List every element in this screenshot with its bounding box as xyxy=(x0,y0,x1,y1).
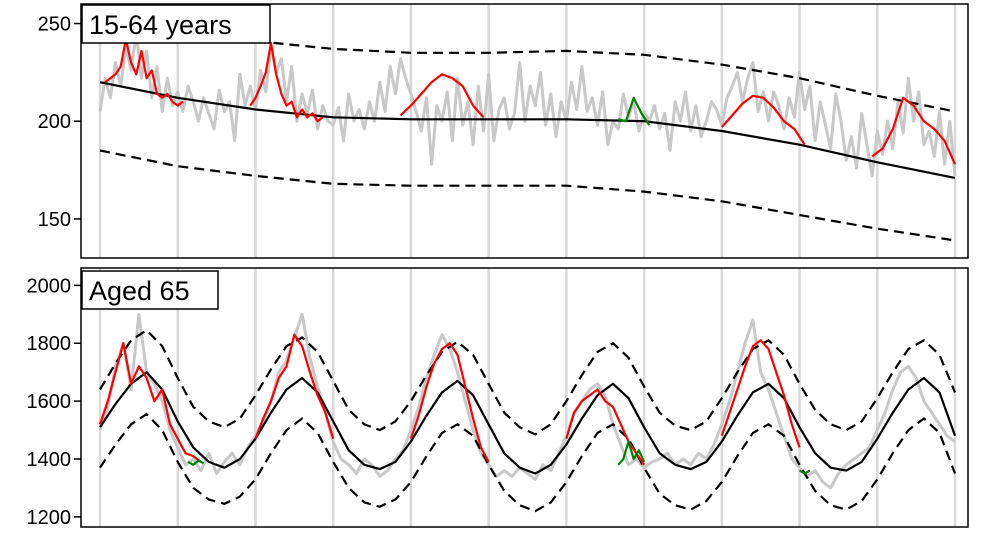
panel-label-aged-65: Aged 65 xyxy=(89,276,190,306)
lower-bound-line xyxy=(99,149,956,242)
lower-bound-line xyxy=(99,412,957,513)
excess-segment-line xyxy=(104,38,184,107)
excess-segment-line xyxy=(249,41,324,123)
plot-background xyxy=(81,4,968,258)
deficit-segment-line xyxy=(798,469,811,475)
excess-segment-line xyxy=(98,342,202,463)
y-tick-label: 150 xyxy=(38,209,71,231)
deficit-segment-line xyxy=(617,96,651,126)
baseline-line xyxy=(99,371,957,475)
observed-series-line xyxy=(98,31,957,178)
excess-segment-line xyxy=(720,94,806,146)
y-tick-label: 1200 xyxy=(27,507,72,529)
y-tick-label: 1600 xyxy=(27,391,72,413)
panel-label-15-64-years: 15-64 years xyxy=(89,10,232,40)
excess-segment-line xyxy=(871,96,957,165)
panel-aged-65: 1200 1400 1600 1800 2000 xyxy=(27,267,969,529)
deficit-segment-line xyxy=(187,459,205,466)
plot-frame xyxy=(80,267,969,528)
upper-bound-line xyxy=(99,328,957,436)
y-tick-label: 1400 xyxy=(27,449,72,471)
excess-segment-line xyxy=(409,342,490,463)
excess-segment-line xyxy=(399,73,485,119)
panel-15-64-years: 150 200 250 xyxy=(38,3,969,259)
y-tick-label: 2000 xyxy=(27,275,72,297)
excess-segment-line xyxy=(565,388,646,466)
panel-label-box xyxy=(81,270,219,310)
observed-series-line xyxy=(98,312,956,490)
y-tick-label: 250 xyxy=(38,14,71,36)
y-tick-label: 200 xyxy=(38,111,71,133)
excess-segment-line xyxy=(720,339,801,448)
y-tick-label: 1800 xyxy=(27,333,72,355)
baseline-line xyxy=(99,81,956,179)
plot-background xyxy=(81,268,968,527)
excess-segment-line xyxy=(254,333,335,440)
panel-label-box xyxy=(81,4,271,44)
deficit-segment-line xyxy=(617,440,646,466)
plot-frame xyxy=(80,3,969,259)
